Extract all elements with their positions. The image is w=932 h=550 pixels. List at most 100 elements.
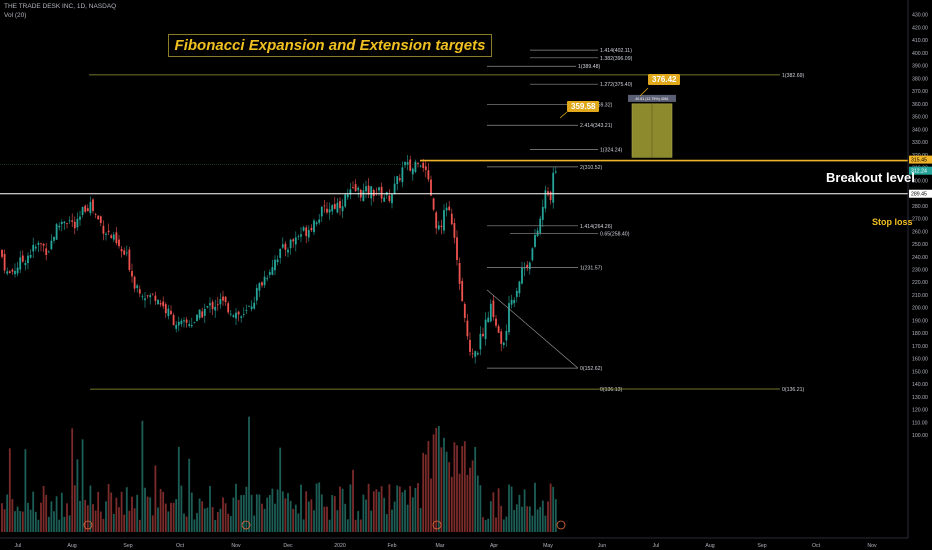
candle-body bbox=[352, 187, 354, 188]
volume-bar bbox=[110, 492, 113, 532]
candle-body bbox=[440, 225, 443, 227]
y-tick-label: 330.00 bbox=[912, 140, 928, 146]
candle-body bbox=[206, 306, 209, 308]
volume-bar bbox=[432, 434, 435, 532]
candle-body bbox=[281, 244, 284, 248]
candle-body bbox=[479, 333, 482, 350]
candle-body bbox=[66, 223, 68, 224]
volume-bar bbox=[523, 489, 526, 532]
volume-bar bbox=[185, 516, 188, 532]
candle-body bbox=[336, 202, 339, 213]
candle-body bbox=[502, 342, 505, 345]
volume-bar bbox=[411, 497, 414, 532]
candle-body bbox=[255, 288, 258, 301]
candle-body bbox=[333, 204, 336, 209]
volume-bar bbox=[453, 442, 456, 532]
y-tick-label: 250.00 bbox=[912, 242, 928, 248]
candle-body bbox=[42, 243, 45, 246]
candle-body bbox=[170, 310, 172, 315]
volume-bar bbox=[463, 441, 466, 532]
candle-body bbox=[307, 230, 310, 238]
volume-bar bbox=[294, 504, 297, 532]
volume-bar bbox=[266, 497, 269, 532]
candle-body bbox=[422, 162, 425, 168]
volume-bar bbox=[458, 473, 461, 532]
candle-body bbox=[310, 227, 313, 231]
candle-body bbox=[339, 200, 341, 209]
candle-body bbox=[45, 248, 48, 256]
volume-bar bbox=[393, 501, 396, 532]
volume-bar bbox=[549, 483, 552, 532]
candle-body bbox=[8, 271, 11, 274]
x-tick-label: Sep bbox=[757, 543, 766, 549]
volume-bar bbox=[440, 447, 443, 532]
volume-bar bbox=[250, 494, 253, 532]
volume-bar bbox=[123, 514, 126, 532]
candle-body bbox=[222, 296, 224, 301]
candle-body bbox=[73, 221, 76, 229]
candle-body bbox=[138, 289, 141, 294]
volume-bar bbox=[300, 484, 302, 532]
x-tick-label: Apr bbox=[490, 543, 498, 549]
y-tick-label: 240.00 bbox=[912, 255, 928, 261]
candle-body bbox=[487, 317, 490, 323]
volume-bar bbox=[333, 496, 336, 532]
volume-bar bbox=[414, 487, 417, 532]
volume-bar bbox=[224, 503, 227, 532]
candle-body bbox=[27, 255, 29, 263]
y-tick-label: 200.00 bbox=[912, 306, 928, 312]
candle-body bbox=[528, 262, 531, 270]
candle-body bbox=[6, 271, 9, 274]
volume-bar bbox=[370, 510, 373, 532]
volume-bar bbox=[518, 494, 521, 532]
volume-bar bbox=[154, 465, 157, 532]
candle-body bbox=[162, 301, 165, 307]
candle-body bbox=[172, 314, 175, 326]
y-tick-label: 130.00 bbox=[912, 395, 928, 401]
volume-bar bbox=[422, 452, 425, 532]
candle-body bbox=[424, 166, 427, 171]
volume-bar bbox=[534, 482, 536, 532]
callout-359: 359.58 bbox=[567, 101, 600, 112]
volume-bar bbox=[336, 510, 339, 532]
candle-body bbox=[409, 159, 412, 171]
volume-bar bbox=[536, 509, 539, 532]
volume-bar bbox=[55, 496, 58, 532]
candle-body bbox=[313, 220, 315, 233]
volume-bar bbox=[448, 462, 451, 532]
fib-label: 0(136.21) bbox=[782, 387, 804, 393]
volume-bar bbox=[497, 488, 500, 532]
candle-body bbox=[435, 212, 438, 229]
candle-body bbox=[261, 282, 263, 286]
price-tag-stop: 289.45 bbox=[911, 192, 927, 198]
volume-bar bbox=[94, 510, 97, 532]
volume-bar bbox=[11, 499, 14, 532]
candle-body bbox=[245, 310, 248, 312]
volume-bar bbox=[79, 500, 81, 532]
volume-bar bbox=[388, 484, 391, 532]
volume-bar bbox=[297, 513, 300, 532]
volume-bar bbox=[92, 504, 94, 532]
candle-body bbox=[24, 262, 27, 266]
volume-bar bbox=[29, 509, 32, 532]
candle-body bbox=[367, 185, 370, 195]
candle-body bbox=[401, 167, 404, 183]
candle-body bbox=[211, 301, 214, 310]
candle-body bbox=[128, 249, 131, 270]
volume-bar bbox=[539, 506, 542, 532]
volume-bar bbox=[60, 492, 63, 532]
volume-bar bbox=[196, 513, 198, 532]
candle-body bbox=[175, 324, 178, 329]
volume-bar bbox=[318, 482, 321, 532]
candle-body bbox=[396, 176, 399, 184]
candle-body bbox=[110, 235, 113, 238]
volume-bar bbox=[362, 494, 365, 532]
fib-label: 1.382(396.09) bbox=[600, 56, 633, 62]
fib-label: 0(152.62) bbox=[580, 366, 602, 372]
volume-bar bbox=[307, 501, 310, 532]
volume-bar bbox=[219, 508, 222, 532]
candle-body bbox=[284, 243, 287, 250]
volume-bar bbox=[209, 486, 211, 532]
candle-body bbox=[141, 296, 144, 298]
candle-body bbox=[474, 351, 477, 357]
